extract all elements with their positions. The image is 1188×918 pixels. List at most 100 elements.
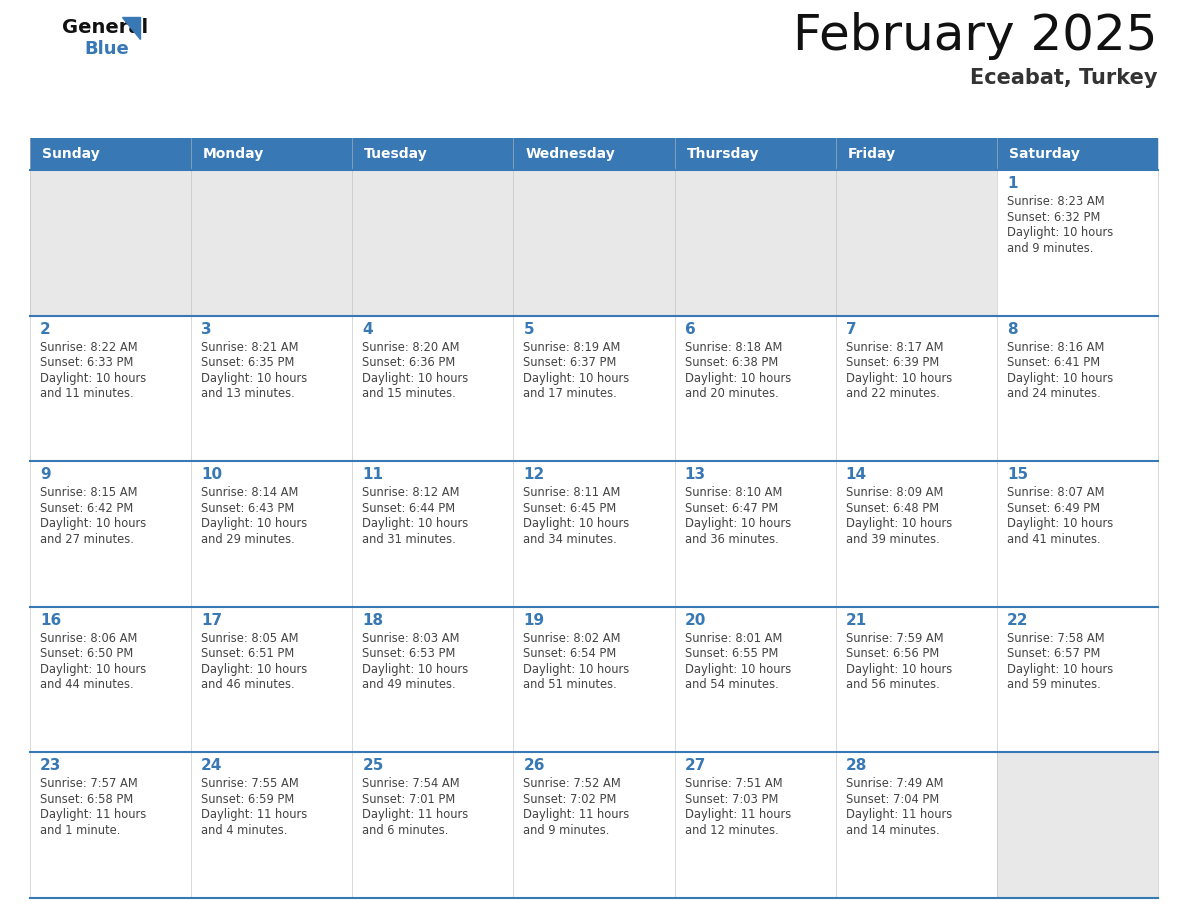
Text: 4: 4 bbox=[362, 321, 373, 337]
FancyBboxPatch shape bbox=[353, 138, 513, 170]
Text: Sunrise: 8:20 AM: Sunrise: 8:20 AM bbox=[362, 341, 460, 353]
Text: 3: 3 bbox=[201, 321, 211, 337]
Text: Sunrise: 8:19 AM: Sunrise: 8:19 AM bbox=[524, 341, 621, 353]
FancyBboxPatch shape bbox=[675, 316, 835, 461]
Text: and 46 minutes.: and 46 minutes. bbox=[201, 678, 295, 691]
Text: and 44 minutes.: and 44 minutes. bbox=[40, 678, 133, 691]
FancyBboxPatch shape bbox=[191, 170, 353, 316]
Text: Sunset: 6:51 PM: Sunset: 6:51 PM bbox=[201, 647, 295, 660]
FancyBboxPatch shape bbox=[997, 753, 1158, 898]
Text: Monday: Monday bbox=[203, 147, 265, 161]
Text: Sunrise: 8:05 AM: Sunrise: 8:05 AM bbox=[201, 632, 298, 644]
Text: Sunrise: 8:11 AM: Sunrise: 8:11 AM bbox=[524, 487, 621, 499]
Text: Daylight: 11 hours: Daylight: 11 hours bbox=[201, 809, 308, 822]
FancyBboxPatch shape bbox=[675, 607, 835, 753]
Text: Daylight: 11 hours: Daylight: 11 hours bbox=[846, 809, 952, 822]
Text: and 15 minutes.: and 15 minutes. bbox=[362, 387, 456, 400]
FancyBboxPatch shape bbox=[835, 138, 997, 170]
Text: 14: 14 bbox=[846, 467, 867, 482]
FancyBboxPatch shape bbox=[835, 461, 997, 607]
Text: and 9 minutes.: and 9 minutes. bbox=[1007, 241, 1093, 254]
Text: Sunset: 6:54 PM: Sunset: 6:54 PM bbox=[524, 647, 617, 660]
Text: Sunrise: 7:52 AM: Sunrise: 7:52 AM bbox=[524, 778, 621, 790]
Text: Daylight: 10 hours: Daylight: 10 hours bbox=[201, 663, 308, 676]
Text: Sunrise: 8:12 AM: Sunrise: 8:12 AM bbox=[362, 487, 460, 499]
Text: and 12 minutes.: and 12 minutes. bbox=[684, 823, 778, 837]
FancyBboxPatch shape bbox=[191, 753, 353, 898]
Text: Saturday: Saturday bbox=[1009, 147, 1080, 161]
Text: Daylight: 11 hours: Daylight: 11 hours bbox=[40, 809, 146, 822]
Text: Daylight: 10 hours: Daylight: 10 hours bbox=[524, 663, 630, 676]
Text: Friday: Friday bbox=[848, 147, 896, 161]
Text: Sunset: 6:42 PM: Sunset: 6:42 PM bbox=[40, 502, 133, 515]
Text: Sunset: 7:01 PM: Sunset: 7:01 PM bbox=[362, 793, 455, 806]
FancyBboxPatch shape bbox=[675, 170, 835, 316]
Text: 6: 6 bbox=[684, 321, 695, 337]
FancyBboxPatch shape bbox=[675, 461, 835, 607]
Text: Sunset: 6:32 PM: Sunset: 6:32 PM bbox=[1007, 210, 1100, 223]
Text: Sunrise: 8:15 AM: Sunrise: 8:15 AM bbox=[40, 487, 138, 499]
FancyBboxPatch shape bbox=[30, 753, 191, 898]
Text: Sunset: 7:03 PM: Sunset: 7:03 PM bbox=[684, 793, 778, 806]
Text: Sunset: 6:56 PM: Sunset: 6:56 PM bbox=[846, 647, 939, 660]
FancyBboxPatch shape bbox=[675, 753, 835, 898]
FancyBboxPatch shape bbox=[353, 607, 513, 753]
Text: and 39 minutes.: and 39 minutes. bbox=[846, 532, 940, 545]
Text: 22: 22 bbox=[1007, 613, 1029, 628]
Text: Sunrise: 7:58 AM: Sunrise: 7:58 AM bbox=[1007, 632, 1105, 644]
Text: 10: 10 bbox=[201, 467, 222, 482]
Text: Daylight: 10 hours: Daylight: 10 hours bbox=[524, 372, 630, 385]
Text: Daylight: 10 hours: Daylight: 10 hours bbox=[362, 517, 468, 531]
Text: Sunrise: 8:03 AM: Sunrise: 8:03 AM bbox=[362, 632, 460, 644]
Text: Sunday: Sunday bbox=[42, 147, 100, 161]
Text: Sunrise: 8:07 AM: Sunrise: 8:07 AM bbox=[1007, 487, 1105, 499]
Text: Sunset: 6:47 PM: Sunset: 6:47 PM bbox=[684, 502, 778, 515]
Text: 27: 27 bbox=[684, 758, 706, 773]
Text: Sunrise: 7:49 AM: Sunrise: 7:49 AM bbox=[846, 778, 943, 790]
Text: and 9 minutes.: and 9 minutes. bbox=[524, 823, 609, 837]
Text: and 51 minutes.: and 51 minutes. bbox=[524, 678, 618, 691]
FancyBboxPatch shape bbox=[513, 316, 675, 461]
Text: Blue: Blue bbox=[84, 40, 128, 58]
Text: Sunset: 6:36 PM: Sunset: 6:36 PM bbox=[362, 356, 455, 369]
FancyBboxPatch shape bbox=[997, 138, 1158, 170]
Text: Sunrise: 8:10 AM: Sunrise: 8:10 AM bbox=[684, 487, 782, 499]
Text: Sunrise: 7:57 AM: Sunrise: 7:57 AM bbox=[40, 778, 138, 790]
FancyBboxPatch shape bbox=[30, 607, 191, 753]
Text: 15: 15 bbox=[1007, 467, 1028, 482]
Text: Daylight: 10 hours: Daylight: 10 hours bbox=[40, 372, 146, 385]
Text: Daylight: 10 hours: Daylight: 10 hours bbox=[1007, 372, 1113, 385]
FancyBboxPatch shape bbox=[997, 316, 1158, 461]
Text: Daylight: 11 hours: Daylight: 11 hours bbox=[524, 809, 630, 822]
Text: Sunrise: 8:02 AM: Sunrise: 8:02 AM bbox=[524, 632, 621, 644]
Text: Sunset: 6:38 PM: Sunset: 6:38 PM bbox=[684, 356, 778, 369]
Text: Sunrise: 8:17 AM: Sunrise: 8:17 AM bbox=[846, 341, 943, 353]
FancyBboxPatch shape bbox=[353, 170, 513, 316]
Text: 23: 23 bbox=[40, 758, 62, 773]
Text: Sunset: 6:53 PM: Sunset: 6:53 PM bbox=[362, 647, 456, 660]
FancyBboxPatch shape bbox=[191, 461, 353, 607]
Text: and 22 minutes.: and 22 minutes. bbox=[846, 387, 940, 400]
Text: Daylight: 10 hours: Daylight: 10 hours bbox=[362, 663, 468, 676]
Text: and 20 minutes.: and 20 minutes. bbox=[684, 387, 778, 400]
Text: and 27 minutes.: and 27 minutes. bbox=[40, 532, 134, 545]
Text: and 14 minutes.: and 14 minutes. bbox=[846, 823, 940, 837]
Text: and 41 minutes.: and 41 minutes. bbox=[1007, 532, 1100, 545]
Text: 1: 1 bbox=[1007, 176, 1017, 191]
Text: and 6 minutes.: and 6 minutes. bbox=[362, 823, 449, 837]
Text: Sunrise: 8:14 AM: Sunrise: 8:14 AM bbox=[201, 487, 298, 499]
Text: 5: 5 bbox=[524, 321, 535, 337]
Text: and 49 minutes.: and 49 minutes. bbox=[362, 678, 456, 691]
FancyBboxPatch shape bbox=[30, 138, 191, 170]
Text: Daylight: 10 hours: Daylight: 10 hours bbox=[40, 517, 146, 531]
Text: Sunset: 6:50 PM: Sunset: 6:50 PM bbox=[40, 647, 133, 660]
FancyBboxPatch shape bbox=[30, 170, 191, 316]
FancyBboxPatch shape bbox=[353, 753, 513, 898]
Text: and 24 minutes.: and 24 minutes. bbox=[1007, 387, 1100, 400]
Text: and 17 minutes.: and 17 minutes. bbox=[524, 387, 618, 400]
Text: and 34 minutes.: and 34 minutes. bbox=[524, 532, 618, 545]
FancyBboxPatch shape bbox=[513, 170, 675, 316]
Text: General: General bbox=[62, 18, 148, 37]
FancyBboxPatch shape bbox=[675, 138, 835, 170]
Text: Daylight: 10 hours: Daylight: 10 hours bbox=[1007, 226, 1113, 239]
